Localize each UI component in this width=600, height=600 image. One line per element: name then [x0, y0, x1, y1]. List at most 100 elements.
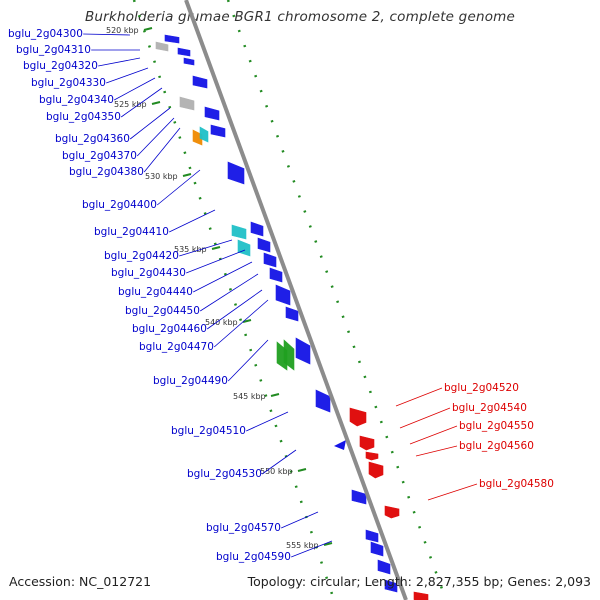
scale-label: 550 kbp	[260, 467, 293, 476]
leader-bglu_2g04410	[169, 209, 216, 233]
gene-label-bglu_2g04300: bglu_2g04300	[8, 28, 83, 40]
forward-cds-14	[250, 221, 264, 237]
gene-label-bglu_2g04560: bglu_2g04560	[459, 440, 534, 452]
gene-label-bglu_2g04570: bglu_2g04570	[206, 522, 281, 534]
forward-cds-23	[315, 389, 331, 413]
leader-bglu_2g04380	[143, 127, 181, 173]
leader-bglu_2g04360	[129, 107, 171, 140]
leader-bglu_2g04510	[246, 411, 289, 432]
forward-cds-16	[263, 252, 277, 268]
gene-label-bglu_2g04340: bglu_2g04340	[39, 94, 114, 106]
leader-bglu_2g04370	[136, 117, 175, 157]
scale-label: 555 kbp	[286, 541, 319, 550]
leader-bglu_2g04460	[206, 289, 263, 330]
forward-cds-19	[285, 306, 299, 322]
forward-cds-6	[179, 96, 195, 111]
scale-tick	[143, 27, 153, 31]
reverse-cds-2	[359, 435, 375, 451]
gene-label-bglu_2g04430: bglu_2g04430	[111, 267, 186, 279]
gene-label-bglu_2g04310: bglu_2g04310	[16, 44, 91, 56]
scale-tick	[182, 173, 192, 177]
forward-cds-18	[275, 284, 291, 306]
scale-label: 530 kbp	[145, 172, 178, 181]
leader-bglu_2g04330	[106, 67, 149, 84]
leader-bglu_2g04470	[213, 299, 269, 348]
gene-label-bglu_2g04370: bglu_2g04370	[62, 150, 137, 162]
gene-label-bglu_2g04520: bglu_2g04520	[444, 382, 519, 394]
forward-cds-11	[227, 161, 245, 185]
forward-cds-21	[283, 339, 295, 371]
leader-bglu_2g04550	[409, 425, 458, 445]
scale-tick	[151, 101, 161, 105]
leader-bglu_2g04530	[261, 449, 297, 475]
scale-label: 545 kbp	[233, 392, 266, 401]
gc-skew-line-1	[132, 0, 336, 600]
forward-cds-3	[155, 41, 169, 52]
leader-bglu_2g04440	[193, 261, 253, 293]
scale-label: 525 kbp	[114, 100, 147, 109]
reverse-cds-6	[413, 591, 429, 600]
gene-label-bglu_2g04460: bglu_2g04460	[132, 323, 207, 335]
leader-bglu_2g04300	[83, 33, 131, 36]
forward-cds-1	[164, 34, 180, 44]
forward-cds-22	[295, 337, 311, 365]
reverse-cds-track	[349, 407, 429, 600]
scale-label: 520 kbp	[106, 26, 139, 35]
leader-bglu_2g04340	[114, 77, 156, 101]
scale-label: 535 kbp	[174, 245, 207, 254]
gene-label-bglu_2g04380: bglu_2g04380	[69, 166, 144, 178]
reverse-cds-1	[349, 407, 367, 427]
forward-cds-small	[334, 440, 346, 450]
forward-cds-24	[351, 489, 367, 505]
forward-cds-2	[177, 47, 191, 57]
leader-bglu_2g04430	[186, 249, 246, 274]
reverse-cds-3	[365, 451, 379, 461]
topology-summary-text: Topology: circular; Length: 2,827,355 bp…	[247, 574, 591, 589]
leader-bglu_2g04450	[199, 273, 259, 312]
scale-tick	[242, 319, 252, 323]
gene-label-bglu_2g04440: bglu_2g04440	[118, 286, 193, 298]
leader-bglu_2g04590	[291, 540, 333, 558]
leader-bglu_2g04580	[427, 483, 478, 501]
forward-cds-17	[269, 267, 283, 283]
gene-label-bglu_2g04320: bglu_2g04320	[23, 60, 98, 72]
forward-cds-7	[204, 106, 220, 121]
reverse-cds-5	[384, 505, 400, 519]
gene-label-bglu_2g04470: bglu_2g04470	[139, 341, 214, 353]
gene-label-bglu_2g04590: bglu_2g04590	[216, 551, 291, 563]
forward-cds-track	[155, 34, 398, 593]
leader-bglu_2g04320	[98, 57, 141, 67]
leader-bglu_2g04420	[179, 239, 233, 257]
forward-cds-13	[237, 239, 251, 257]
gene-label-bglu_2g04450: bglu_2g04450	[125, 305, 200, 317]
scale-tick	[211, 246, 221, 250]
gene-label-bglu_2g04490: bglu_2g04490	[153, 375, 228, 387]
forward-cds-27	[377, 559, 391, 575]
forward-cds-4	[183, 57, 195, 66]
leader-bglu_2g04560	[415, 445, 458, 457]
scale-ticks: 520 kbp 525 kbp 530 kbp 535 kbp 540 kbp 545 k…	[106, 26, 333, 550]
gene-label-bglu_2g04410: bglu_2g04410	[94, 226, 169, 238]
leader-bglu_2g04540	[399, 407, 451, 429]
leader-bglu_2g04490	[227, 339, 269, 382]
forward-cds-10	[199, 126, 209, 143]
gene-label-bglu_2g04510: bglu_2g04510	[171, 425, 246, 437]
gene-label-bglu_2g04360: bglu_2g04360	[55, 133, 130, 145]
forward-cds-26	[370, 541, 384, 557]
scale-tick	[297, 468, 307, 472]
gene-label-bglu_2g04350: bglu_2g04350	[46, 111, 121, 123]
gene-label-bglu_2g04420: bglu_2g04420	[104, 250, 179, 262]
genome-backbone	[184, 0, 408, 600]
gc-skew-line-2	[226, 0, 448, 600]
scale-label: 540 kbp	[205, 318, 238, 327]
leader-bglu_2g04570	[281, 511, 319, 529]
gene-label-bglu_2g04400: bglu_2g04400	[82, 199, 157, 211]
reverse-cds-4	[368, 461, 384, 479]
accession-text: Accession: NC_012721	[9, 574, 152, 589]
gene-label-bglu_2g04530: bglu_2g04530	[187, 468, 262, 480]
scale-tick	[323, 542, 333, 546]
forward-cds-28	[384, 579, 398, 593]
leader-bglu_2g04350	[120, 87, 163, 118]
